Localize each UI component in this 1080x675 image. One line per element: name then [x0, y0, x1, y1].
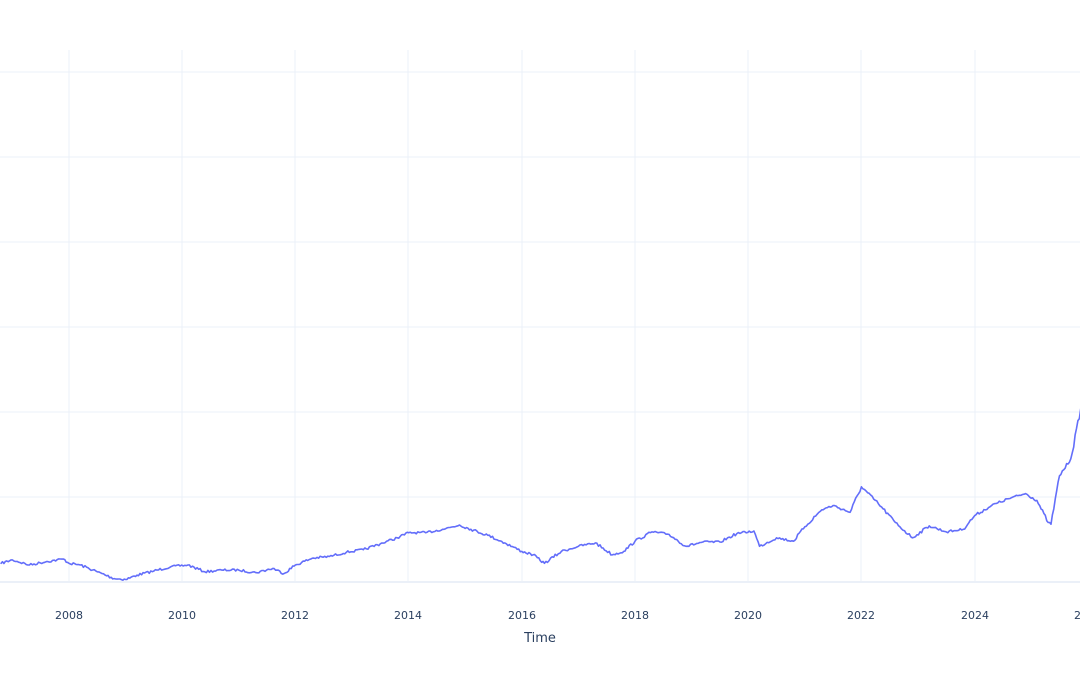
x-tick-label: 2014 [394, 609, 422, 622]
x-tick-label: 2024 [961, 609, 989, 622]
x-tick-label: 2012 [281, 609, 309, 622]
x-tick-label: 2020 [734, 609, 762, 622]
x-tick-label: 2010 [168, 609, 196, 622]
horizontal-gridlines [0, 71, 1080, 498]
x-axis-tick-labels: 2008 2010 2012 2014 2016 2018 2020 2022 2024 2026 [55, 609, 1080, 622]
x-tick-label: 2022 [847, 609, 875, 622]
plot-area [0, 50, 1080, 583]
x-tick-label: 2016 [508, 609, 536, 622]
vertical-gridlines [68, 50, 976, 582]
x-axis-title: Time [523, 631, 556, 646]
x-tick-label: 2018 [621, 609, 649, 622]
series-line[interactable] [0, 333, 1080, 581]
x-tick-label: 2026 [1074, 609, 1080, 622]
x-tick-label: 2008 [55, 609, 83, 622]
